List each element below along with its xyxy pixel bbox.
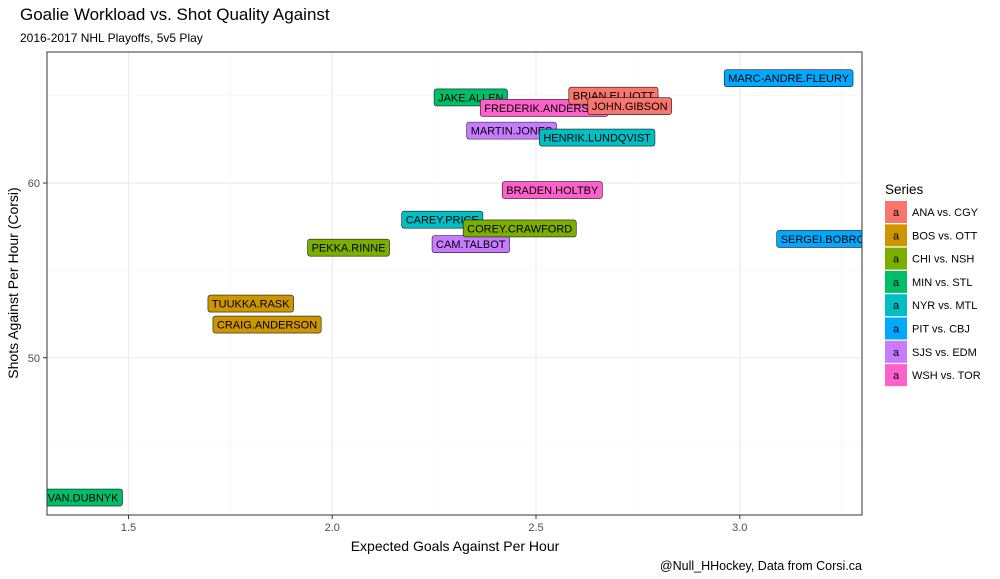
y-axis: 50 60 — [28, 178, 47, 365]
point-label-text: PEKKA.RINNE — [312, 243, 386, 255]
point-label-text: JOHN.GIBSON — [592, 101, 668, 113]
legend-key-glyph: a — [893, 254, 900, 266]
legend-label: MIN vs. STL — [912, 277, 973, 289]
point-label-box — [776, 230, 862, 248]
point-label-sergei-bobrovsky: SERGEI.BOBROVSKY — [776, 230, 895, 248]
point-label-box — [307, 238, 390, 257]
legend-label: PIT vs. CBJ — [912, 324, 970, 336]
legend-key-glyph: a — [893, 347, 900, 359]
legend-label: SJS vs. EDM — [912, 347, 977, 359]
point-label-cam-talbot: CAM.TALBOT — [431, 235, 510, 253]
legend-item: a SJS vs. EDM — [885, 340, 977, 363]
legend-key — [885, 224, 907, 247]
y-axis-title: Shots Against Per Hour (Corsi) — [5, 187, 21, 378]
legend-key — [885, 247, 907, 270]
point-label-corey-crawford: COREY.CRAWFORD — [462, 219, 577, 238]
legend-key-glyph: a — [893, 300, 900, 312]
legend-item: a PIT vs. CBJ — [885, 317, 970, 340]
point-label-text: DEVAN.DUBNYK — [33, 493, 120, 505]
legend-key — [885, 317, 907, 340]
legend-item: a WSH vs. TOR — [885, 364, 981, 387]
point-label-text: TUUKKA.RASK — [212, 299, 290, 311]
legend-key-glyph: a — [893, 370, 900, 382]
legend-item: a MIN vs. STL — [885, 270, 973, 293]
point-labels: MARC-ANDRE.FLEURYSERGEI.BOBROVSKYJAKE.AL… — [33, 69, 895, 507]
point-label-carey-price: CAREY.PRICE — [401, 210, 484, 229]
legend-item: a NYR vs. MTL — [885, 294, 977, 317]
point-label-henrik-lundqvist: HENRIK.LUNDQVIST — [539, 128, 656, 147]
point-label-text: FREDERIK.ANDERSEN — [484, 103, 604, 115]
legend-label: NYR vs. MTL — [912, 300, 977, 312]
legend-key — [885, 270, 907, 293]
chart-caption: @Null_HHockey, Data from Corsi.ca — [660, 559, 862, 573]
point-label-box — [723, 69, 854, 88]
legend-item: a ANA vs. CGY — [885, 201, 979, 223]
x-axis-title: Expected Goals Against Per Hour — [351, 538, 560, 554]
plot-panel — [47, 52, 862, 515]
point-label-box — [212, 315, 322, 334]
point-label-text: BRADEN.HOLTBY — [506, 185, 599, 197]
legend-key-glyph: a — [893, 207, 900, 219]
point-label-braden-holtby: BRADEN.HOLTBY — [501, 181, 603, 199]
chart-subtitle: 2016-2017 NHL Playoffs, 5v5 Play — [20, 31, 203, 45]
point-label-box — [462, 219, 577, 238]
point-label-text: CAREY.PRICE — [406, 215, 479, 227]
panel-border — [46, 51, 863, 516]
point-label-john-gibson: JOHN.GIBSON — [587, 97, 672, 115]
legend-label: ANA vs. CGY — [912, 207, 979, 219]
legend-key-glyph: a — [893, 324, 900, 336]
legend-label: WSH vs. TOR — [912, 370, 981, 382]
legend-key-glyph: a — [893, 230, 900, 242]
point-label-text: MARTIN.JONES — [471, 126, 553, 138]
legend-label: BOS vs. OTT — [912, 230, 978, 242]
legend-title: Series — [885, 182, 924, 197]
point-label-devan-dubnyk: DEVAN.DUBNYK — [33, 488, 123, 507]
y-tick-label: 60 — [28, 178, 40, 190]
plot-background — [47, 52, 862, 515]
point-label-box — [539, 128, 656, 147]
point-label-pekka-rinne: PEKKA.RINNE — [307, 238, 390, 257]
point-label-text: SERGEI.BOBROVSKY — [781, 234, 895, 246]
x-tick-label: 1.5 — [121, 522, 136, 534]
x-tick-label: 2.0 — [325, 522, 340, 534]
grid-major — [47, 52, 862, 515]
point-label-craig-anderson: CRAIG.ANDERSON — [212, 315, 322, 334]
legend-key — [885, 201, 907, 223]
x-axis: 1.5 2.0 2.5 3.0 — [121, 515, 747, 534]
x-tick-label: 2.5 — [528, 522, 543, 534]
point-label-text: CAM.TALBOT — [436, 239, 506, 251]
y-tick-label: 50 — [28, 353, 40, 365]
plot-border — [46, 51, 863, 516]
point-label-text: CRAIG.ANDERSON — [217, 320, 317, 332]
point-label-martin-jones: MARTIN.JONES — [466, 121, 557, 140]
legend-key-glyph: a — [893, 277, 900, 289]
point-label-text: MARC-ANDRE.FLEURY — [728, 73, 849, 85]
point-label-tuukka-rask: TUUKKA.RASK — [207, 294, 294, 313]
legend-item: a CHI vs. NSH — [885, 247, 974, 270]
legend-item: a BOS vs. OTT — [885, 224, 978, 247]
chart-title: Goalie Workload vs. Shot Quality Against — [20, 5, 330, 24]
legend-key — [885, 294, 907, 317]
point-label-box — [47, 488, 123, 507]
point-label-box — [501, 181, 603, 199]
legend-key — [885, 364, 907, 387]
point-label-box — [207, 294, 294, 313]
x-tick-label: 3.0 — [732, 522, 747, 534]
point-label-text: COREY.CRAWFORD — [467, 223, 572, 235]
point-label-text: HENRIK.LUNDQVIST — [543, 133, 651, 145]
point-label-marc-andre-fleury: MARC-ANDRE.FLEURY — [723, 69, 854, 88]
point-label-box — [587, 97, 672, 115]
legend-label: CHI vs. NSH — [912, 254, 974, 266]
legend-key — [885, 340, 907, 363]
legend: Series a ANA vs. CGY a BOS vs. OTT a CHI vs. … — [885, 182, 981, 387]
